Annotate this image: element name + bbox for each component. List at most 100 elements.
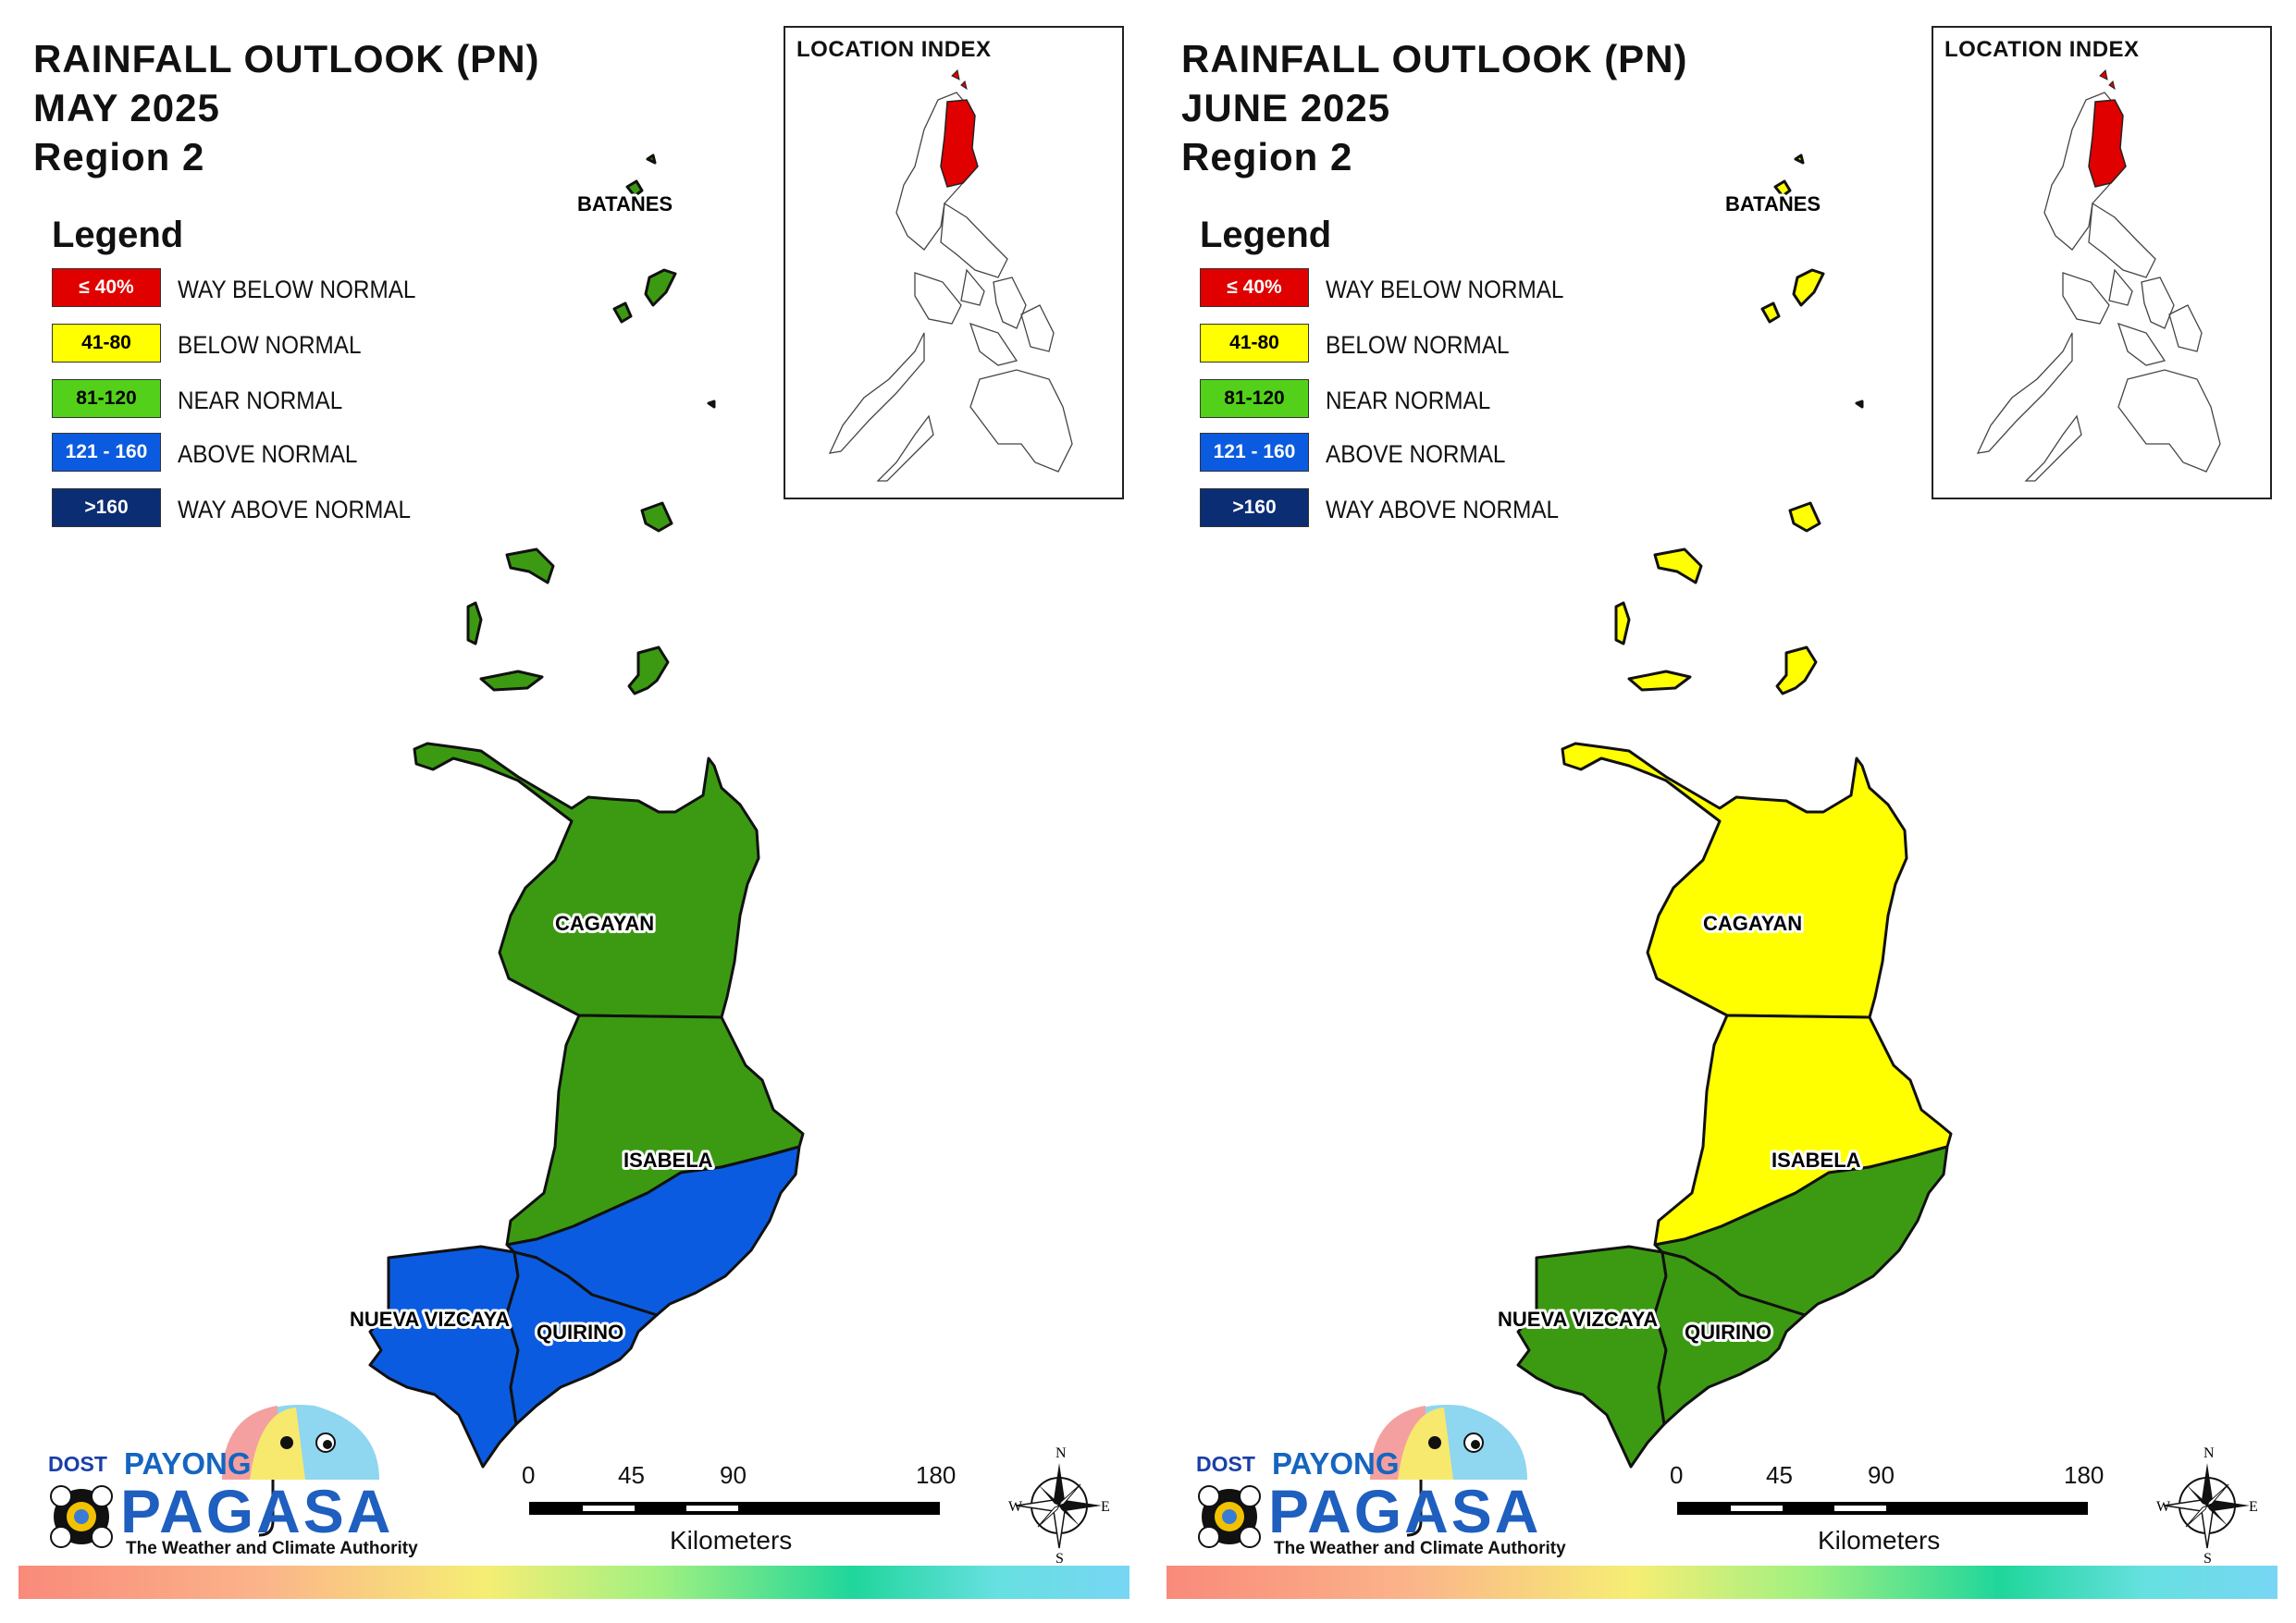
legend-title: Legend — [52, 215, 184, 255]
batanes-island — [1773, 179, 1792, 198]
batanes-island — [505, 547, 555, 584]
outlook-panel: RAINFALL OUTLOOK (PN) MAY 2025 Region 2 … — [19, 26, 1129, 1599]
logo-dost-text: DOST — [1196, 1452, 1255, 1476]
svg-text:W: W — [1008, 1499, 1023, 1515]
label-cagayan: CAGAYAN — [555, 912, 654, 935]
batanes-island — [1775, 646, 1818, 695]
region-2-highlight — [940, 99, 979, 188]
pagasa-logo: DOST PAYONG PAGASA The Weather and Clima… — [28, 1387, 418, 1563]
label-batanes: BATANES — [577, 192, 673, 215]
legend-label: BELOW NORMAL — [1326, 331, 1510, 359]
scale-tick-45: 45 — [1766, 1461, 1793, 1489]
logo-payong-text: PAYONG — [124, 1446, 252, 1481]
label-quirino: QUIRINO — [1685, 1321, 1771, 1344]
panel-host-june: RAINFALL OUTLOOK (PN) JUNE 2025 Region 2… — [1148, 0, 2296, 1623]
legend-item: 121 - 160 ABOVE NORMAL — [1200, 433, 1625, 473]
compass-icon: N S W E — [2156, 1445, 2258, 1567]
location-index-inset: LOCATION INDEX — [1932, 26, 2272, 499]
scale-tick-180: 180 — [916, 1461, 957, 1489]
logo-dost-text: DOST — [48, 1452, 107, 1476]
cagayan-province — [1561, 742, 1908, 1019]
inset-title: LOCATION INDEX — [796, 37, 992, 62]
label-isabela: ISABELA — [1771, 1149, 1861, 1172]
legend-label: NEAR NORMAL — [1326, 387, 1491, 414]
compass-icon: N S W E — [1008, 1445, 1110, 1567]
panel-host-may: RAINFALL OUTLOOK (PN) MAY 2025 Region 2 … — [19, 26, 1129, 1599]
logo-pagasa-text: PAGASA — [1268, 1477, 1542, 1545]
philippines-outline-map — [1976, 68, 2221, 482]
region-2-highlight — [2088, 99, 2127, 188]
scale-tick-180: 180 — [2064, 1461, 2105, 1489]
scale-graphic — [529, 1502, 940, 1515]
scale-unit: Kilometers — [1818, 1526, 1941, 1555]
map-title: RAINFALL OUTLOOK (PN) — [33, 37, 540, 80]
legend-swatch: >160 — [52, 488, 161, 527]
scale-tick-90: 90 — [1868, 1461, 1895, 1489]
legend-label: BELOW NORMAL — [178, 331, 362, 359]
outlook-panel: RAINFALL OUTLOOK (PN) JUNE 2025 Region 2… — [1148, 0, 2296, 1623]
batanes-island — [627, 646, 670, 695]
region-map: BATANES CAGAYAN ISABELA NUEVA VIZCAYA QU… — [350, 154, 805, 1469]
scale-tick-0: 0 — [1670, 1461, 1684, 1489]
legend-label: WAY BELOW NORMAL — [1326, 276, 1564, 303]
inset-title: LOCATION INDEX — [1944, 37, 2140, 62]
pagasa-logo: DOST PAYONG PAGASA The Weather and Clima… — [1176, 1387, 1566, 1563]
location-index-inset: LOCATION INDEX — [784, 26, 1124, 499]
scale-unit: Kilometers — [670, 1526, 793, 1555]
batanes-island — [625, 179, 644, 198]
compass-rose: N S W E — [2156, 1443, 2258, 1567]
svg-text:N: N — [2203, 1445, 2215, 1461]
legend-item: ≤ 40% WAY BELOW NORMAL — [1200, 268, 1625, 309]
logo-tagline: The Weather and Climate Authority — [126, 1539, 418, 1558]
legend-swatch: 81-120 — [1200, 379, 1309, 418]
legend-swatch: ≤ 40% — [1200, 268, 1309, 307]
legend-item: >160 WAY ABOVE NORMAL — [52, 488, 477, 529]
cagayan-province — [413, 742, 760, 1019]
legend-item: 81-120 NEAR NORMAL — [1200, 379, 1625, 420]
batanes-island — [1614, 601, 1631, 646]
map-region: Region 2 — [1181, 135, 1353, 178]
map-region: Region 2 — [33, 135, 205, 178]
umbrella-icon — [1198, 1405, 1527, 1548]
footer-gradient-bar — [19, 1566, 1129, 1599]
batanes-island — [1627, 670, 1692, 692]
legend-swatch: 81-120 — [52, 379, 161, 418]
legend-item: 81-120 NEAR NORMAL — [52, 379, 477, 420]
scale-bar: 0 45 90 180 Kilometers — [1670, 1461, 2105, 1563]
batanes-island — [1760, 301, 1781, 324]
map-month: JUNE 2025 — [1181, 86, 1391, 129]
logo-payong-text: PAYONG — [1272, 1446, 1400, 1481]
map-month: MAY 2025 — [33, 86, 220, 129]
batanes-island — [1653, 547, 1703, 584]
legend-item: ≤ 40% WAY BELOW NORMAL — [52, 268, 477, 309]
label-cagayan: CAGAYAN — [1703, 912, 1802, 935]
legend-swatch: 41-80 — [1200, 324, 1309, 363]
scale-tick-45: 45 — [618, 1461, 645, 1489]
batanes-island — [646, 154, 657, 165]
legend-swatch: 121 - 160 — [1200, 433, 1309, 472]
label-batanes: BATANES — [1725, 192, 1821, 215]
batanes-island — [1788, 501, 1821, 533]
svg-text:E: E — [1101, 1499, 1110, 1515]
legend-label: WAY ABOVE NORMAL — [178, 496, 412, 523]
compass-rose: N S W E — [1008, 1443, 1110, 1567]
batanes-island — [1792, 268, 1825, 307]
svg-text:E: E — [2249, 1499, 2258, 1515]
legend-item: >160 WAY ABOVE NORMAL — [1200, 488, 1625, 529]
umbrella-icon — [50, 1405, 379, 1548]
dost-emblem-icon — [1198, 1485, 1261, 1548]
legend-label: ABOVE NORMAL — [1326, 440, 1506, 468]
svg-text:S: S — [1055, 1551, 1064, 1563]
label-nueva-vizcaya: NUEVA VIZCAYA — [1498, 1308, 1658, 1331]
legend-item: 121 - 160 ABOVE NORMAL — [52, 433, 477, 473]
batanes-island — [479, 670, 544, 692]
scale-tick-0: 0 — [522, 1461, 536, 1489]
legend-swatch: 41-80 — [52, 324, 161, 363]
scale-tick-90: 90 — [720, 1461, 747, 1489]
legend-label: NEAR NORMAL — [178, 387, 343, 414]
quirino-province — [1653, 1250, 1807, 1426]
dost-emblem-icon — [50, 1485, 113, 1548]
batanes-island — [466, 601, 483, 646]
batanes-island — [640, 501, 673, 533]
label-isabela: ISABELA — [623, 1149, 713, 1172]
